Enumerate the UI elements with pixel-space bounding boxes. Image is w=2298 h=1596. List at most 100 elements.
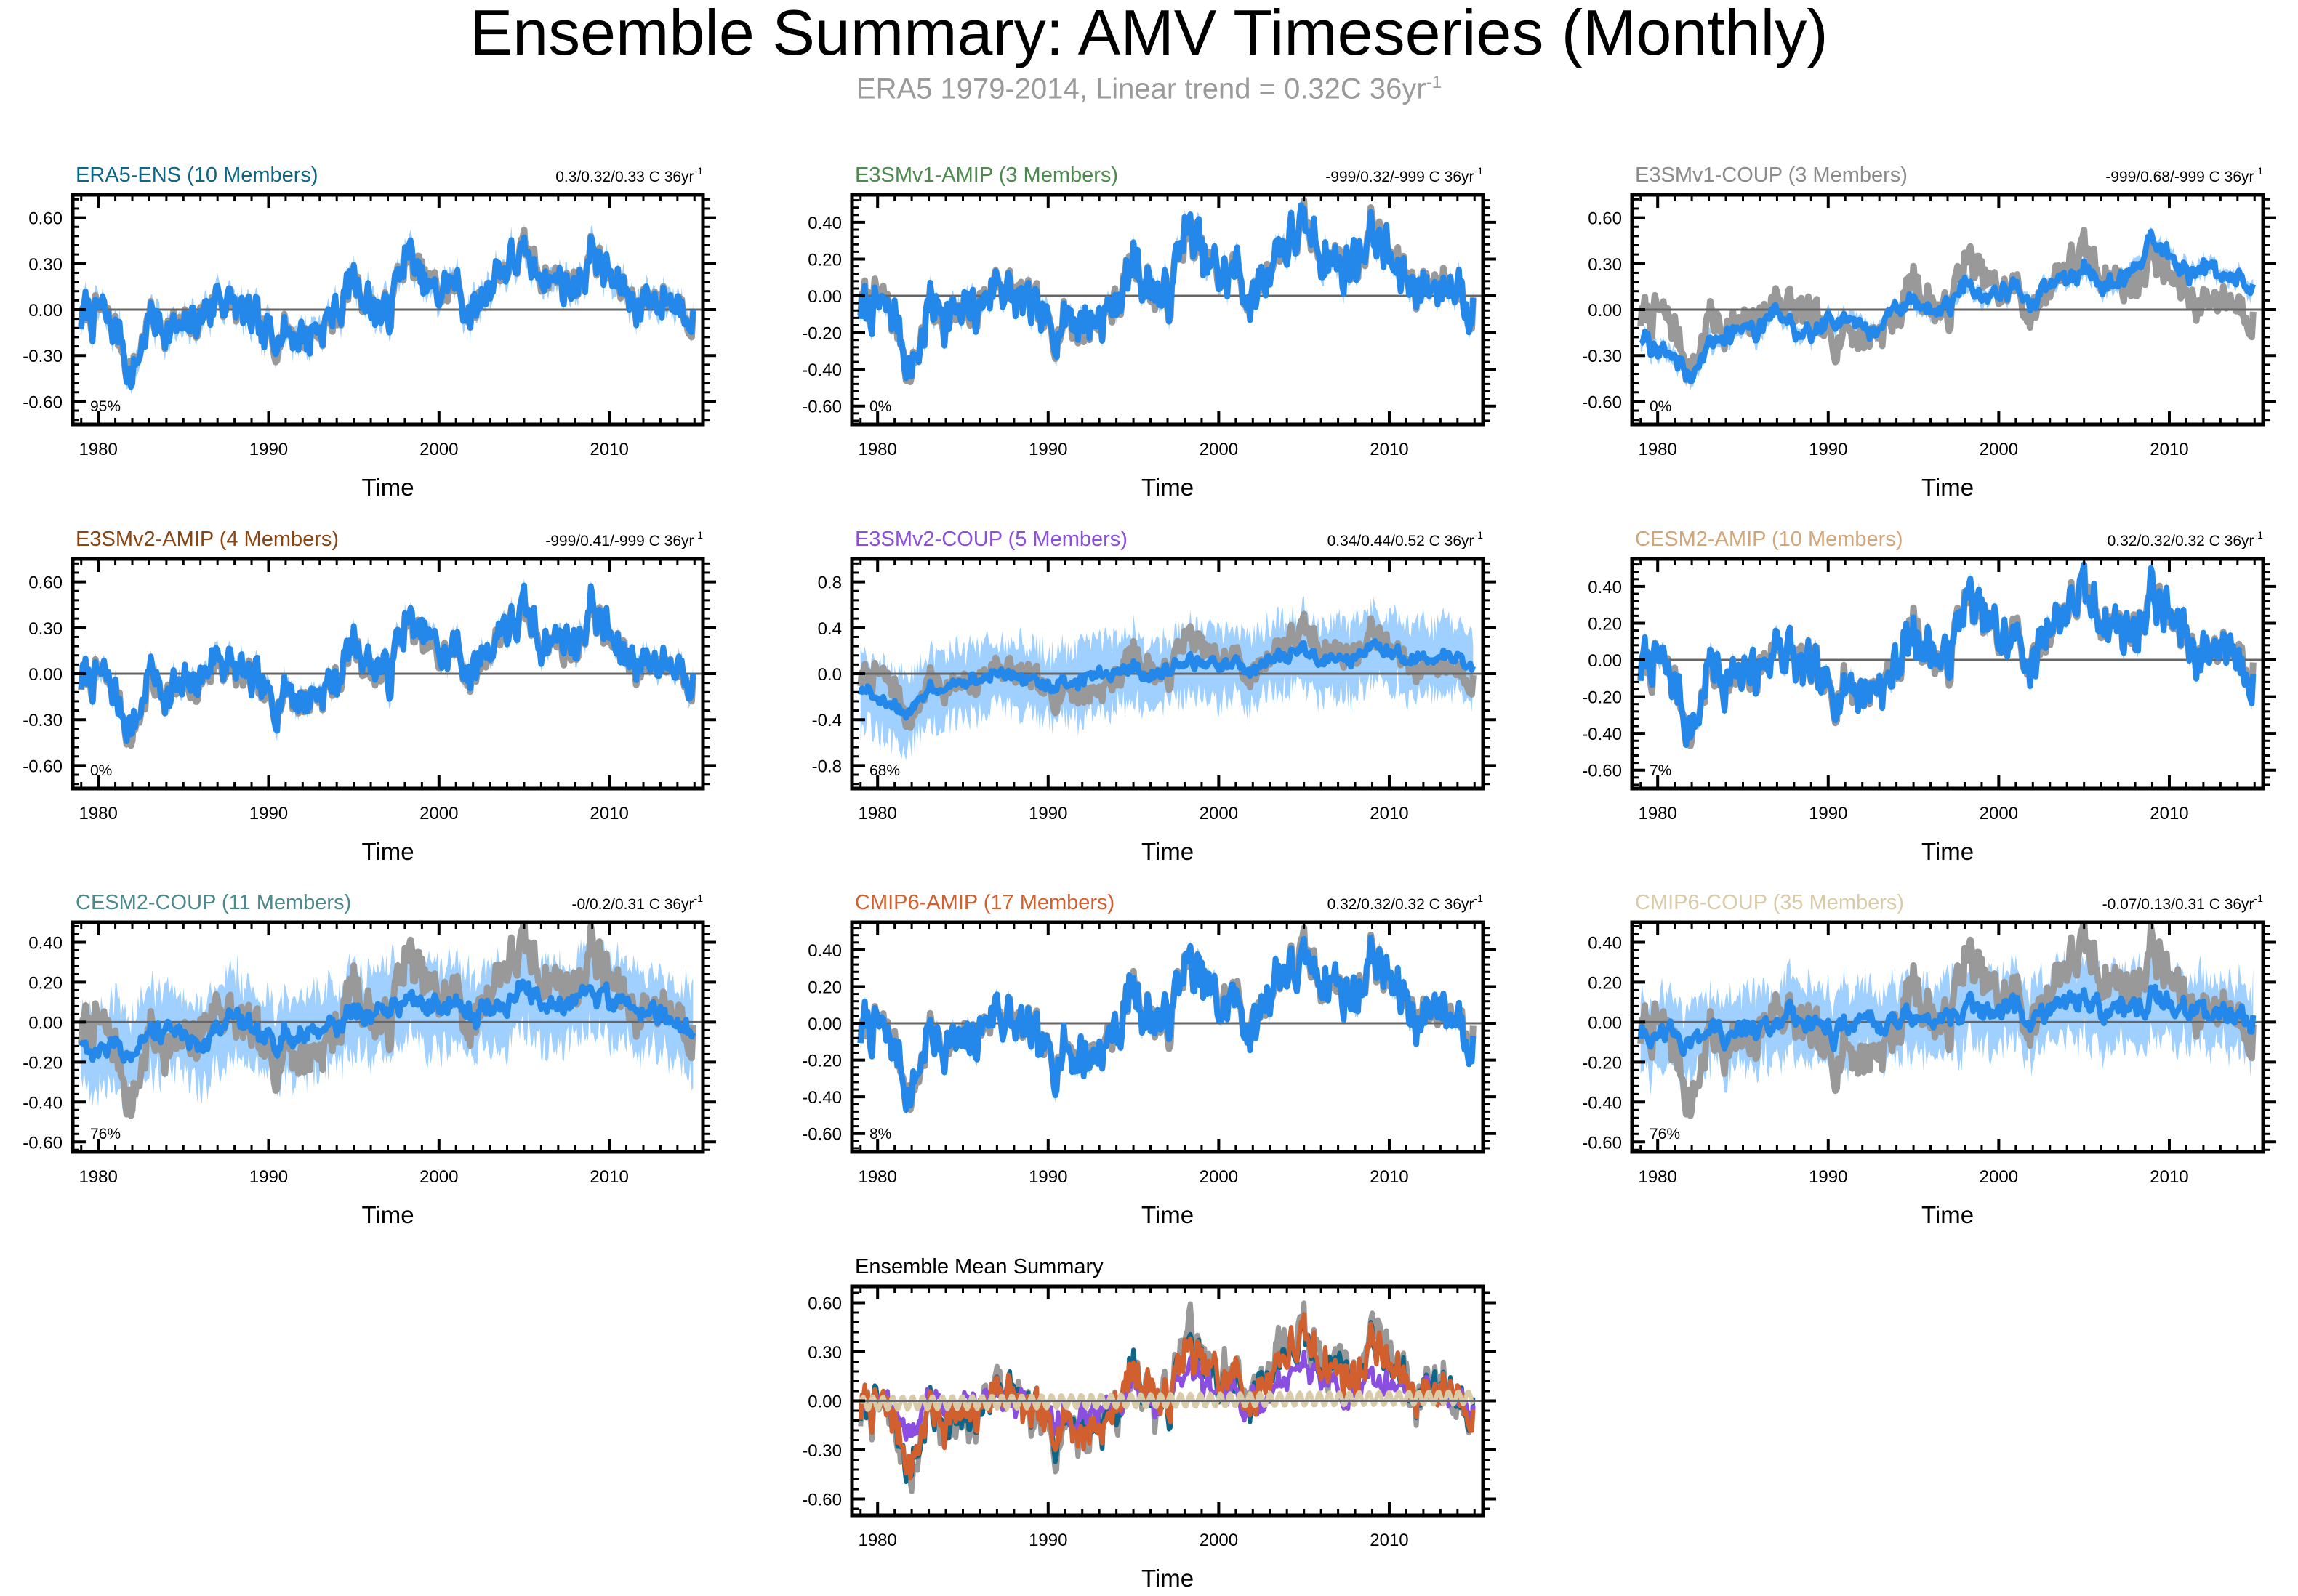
x-tick-label: 2000 <box>1980 804 2018 823</box>
x-tick-label: 2010 <box>1370 1531 1408 1550</box>
panel-pct: 76% <box>1650 1126 1680 1142</box>
subtitle-superscript: -1 <box>1426 73 1442 92</box>
ensemble-mean-line <box>1637 983 2257 1057</box>
x-tick-label: 1980 <box>79 440 117 459</box>
y-tick-label: 0.40 <box>28 933 63 953</box>
ensemble-mean-line <box>1637 562 2257 748</box>
plot-area <box>73 922 703 1119</box>
y-tick-label: 0.20 <box>1588 614 1622 634</box>
x-tick-label: 1990 <box>249 440 288 459</box>
y-tick-label: 0.60 <box>808 1294 842 1314</box>
y-tick-label: -0.60 <box>23 392 63 412</box>
panel-trend-stat: -0.07/0.13/0.31 C 36yr-1 <box>2102 892 2264 913</box>
panel-title: CMIP6-COUP (35 Members) <box>1635 891 1904 914</box>
x-tick-label: 2010 <box>590 440 628 459</box>
x-axis-label: Time <box>361 838 414 865</box>
y-tick-label: -0.40 <box>802 360 842 380</box>
panel-trend-stat: 0.34/0.44/0.52 C 36yr-1 <box>1327 529 1484 549</box>
x-tick-label: 1980 <box>1638 1167 1676 1187</box>
y-tick-label: 0.00 <box>28 301 63 321</box>
y-tick-label: 0.40 <box>1588 933 1622 953</box>
y-tick-label: -0.8 <box>812 757 842 776</box>
y-tick-label: 0.40 <box>808 941 842 961</box>
y-tick-label: 0.00 <box>808 1015 842 1034</box>
ensemble-mean-line <box>79 978 696 1064</box>
panel-title: CESM2-COUP (11 Members) <box>76 891 351 914</box>
y-tick-label: 0.30 <box>808 1343 842 1363</box>
series-cmip6-coup <box>858 1389 1476 1412</box>
panel-pct: 95% <box>90 398 121 415</box>
ensemble-mean-line <box>1639 228 2257 384</box>
ensemble-mean-line <box>857 202 1477 382</box>
panel-trend-stat: -999/0.68/-999 C 36yr-1 <box>2105 165 2263 185</box>
y-tick-label: -0.60 <box>1582 762 1622 781</box>
panel-trend-stat: -0/0.2/0.31 C 36yr-1 <box>571 892 703 913</box>
x-tick-label: 2000 <box>419 1167 458 1187</box>
x-tick-label: 2000 <box>1980 440 2018 459</box>
subtitle-text: ERA5 1979-2014, Linear trend = 0.32C 36y… <box>856 73 1426 105</box>
ensemble-mean-line <box>857 935 1477 1113</box>
y-tick-label: -0.30 <box>1582 347 1622 366</box>
x-axis-label: Time <box>361 1201 414 1228</box>
x-axis-label: Time <box>1141 1201 1194 1228</box>
x-axis-label: Time <box>1141 1565 1194 1592</box>
panel-title: E3SMv1-COUP (3 Members) <box>1635 164 1908 187</box>
y-tick-label: 0.60 <box>28 209 63 229</box>
x-tick-label: 1990 <box>1809 440 1847 459</box>
x-tick-label: 1990 <box>249 804 288 823</box>
panel-7: -0.60 -0.40 -0.20 0.00 0.20 0.40 1980 1990 2000 2… <box>802 891 1496 1228</box>
y-tick-label: -0.40 <box>23 1093 63 1113</box>
y-tick-label: -0.60 <box>23 757 63 776</box>
plot-area <box>852 197 1483 385</box>
x-tick-label: 2010 <box>1370 440 1408 459</box>
y-tick-label: -0.60 <box>1582 1133 1622 1153</box>
x-tick-label: 1980 <box>858 1167 896 1187</box>
y-tick-label: -0.60 <box>802 1125 842 1145</box>
y-tick-label: 0.20 <box>808 250 842 270</box>
y-tick-label: -0.20 <box>802 324 842 344</box>
panel-pct: 0% <box>90 762 112 779</box>
plot-area <box>1632 922 2263 1119</box>
y-tick-label: 0.30 <box>28 255 63 275</box>
y-tick-label: 0.60 <box>28 573 63 593</box>
y-tick-label: -0.20 <box>1582 688 1622 708</box>
panel-pct: 76% <box>90 1126 121 1142</box>
plot-area <box>852 924 1483 1116</box>
panel-pct: 7% <box>1650 762 1671 779</box>
ensemble-mean-line <box>78 233 696 390</box>
y-tick-label: -0.30 <box>23 711 63 730</box>
x-tick-label: 2010 <box>590 804 628 823</box>
x-tick-label: 2010 <box>1370 804 1408 823</box>
y-tick-label: -0.4 <box>812 711 842 730</box>
y-tick-label: 0.60 <box>1588 209 1622 229</box>
x-tick-label: 1990 <box>1809 804 1847 823</box>
x-tick-label: 1990 <box>1029 1531 1067 1550</box>
y-tick-label: -0.40 <box>1582 1093 1622 1113</box>
panel-title: ERA5-ENS (10 Members) <box>76 164 318 187</box>
x-tick-label: 2000 <box>1200 1167 1238 1187</box>
y-tick-label: 0.00 <box>28 665 63 685</box>
y-tick-label: 0.00 <box>1588 301 1622 321</box>
plot-area <box>852 1300 1483 1494</box>
x-tick-label: 2000 <box>419 804 458 823</box>
x-tick-label: 2000 <box>1200 440 1238 459</box>
y-tick-label: -0.20 <box>1582 1053 1622 1073</box>
y-tick-label: -0.30 <box>802 1441 842 1461</box>
y-tick-label: 0.30 <box>28 619 63 639</box>
panel-summary: -0.60 -0.30 0.00 0.30 0.60 1980 1990 2000 2010 Ti… <box>802 1255 1496 1592</box>
panel-6: -0.60 -0.40 -0.20 0.00 0.20 0.40 1980 1990 2000 2… <box>23 891 716 1228</box>
panel-trend-stat: 0.3/0.32/0.33 C 36yr-1 <box>555 165 703 185</box>
y-tick-label: 0.20 <box>808 978 842 997</box>
panel-pct: 8% <box>869 1126 891 1142</box>
y-tick-label: -0.60 <box>1582 392 1622 412</box>
x-tick-label: 1990 <box>1029 804 1067 823</box>
y-tick-label: 0.20 <box>1588 973 1622 993</box>
ensemble-mean-line <box>78 582 696 744</box>
plot-area <box>852 595 1483 761</box>
x-tick-label: 1990 <box>249 1167 288 1187</box>
x-tick-label: 1980 <box>79 804 117 823</box>
y-tick-label: -0.60 <box>23 1133 63 1153</box>
x-tick-label: 2010 <box>590 1167 628 1187</box>
y-tick-label: -0.40 <box>802 1088 842 1108</box>
y-tick-label: 0.8 <box>818 573 842 593</box>
